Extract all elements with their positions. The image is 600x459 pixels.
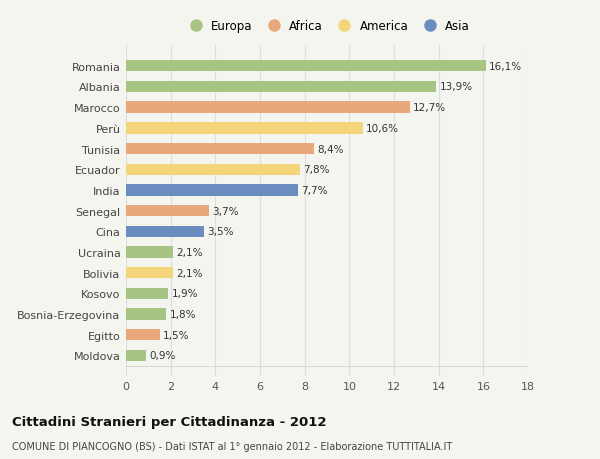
Legend: Europa, Africa, America, Asia: Europa, Africa, America, Asia (179, 16, 475, 38)
Bar (126, 288, 169, 299)
Text: 16,1%: 16,1% (489, 62, 522, 72)
Text: 3,7%: 3,7% (212, 206, 238, 216)
Bar (126, 144, 314, 155)
Bar (126, 123, 363, 134)
Text: 12,7%: 12,7% (413, 103, 446, 113)
Bar (126, 350, 146, 361)
Text: 1,9%: 1,9% (172, 289, 198, 299)
Text: 1,8%: 1,8% (170, 309, 196, 319)
Bar (126, 102, 410, 113)
Text: 1,5%: 1,5% (163, 330, 190, 340)
Text: 0,9%: 0,9% (149, 351, 176, 361)
Bar (126, 330, 160, 341)
Text: COMUNE DI PIANCOGNO (BS) - Dati ISTAT al 1° gennaio 2012 - Elaborazione TUTTITAL: COMUNE DI PIANCOGNO (BS) - Dati ISTAT al… (12, 441, 452, 451)
Text: 3,5%: 3,5% (208, 227, 234, 237)
Bar (126, 164, 300, 175)
Bar (126, 309, 166, 320)
Text: 13,9%: 13,9% (440, 82, 473, 92)
Text: 7,8%: 7,8% (304, 165, 330, 175)
Bar (126, 268, 173, 279)
Text: Cittadini Stranieri per Cittadinanza - 2012: Cittadini Stranieri per Cittadinanza - 2… (12, 415, 326, 428)
Bar (126, 226, 204, 237)
Text: 10,6%: 10,6% (366, 123, 399, 134)
Text: 2,1%: 2,1% (176, 247, 203, 257)
Bar (126, 61, 485, 72)
Text: 8,4%: 8,4% (317, 144, 343, 154)
Bar (126, 82, 436, 93)
Text: 2,1%: 2,1% (176, 268, 203, 278)
Bar (126, 185, 298, 196)
Bar (126, 206, 209, 217)
Text: 7,7%: 7,7% (301, 185, 328, 196)
Bar (126, 247, 173, 258)
